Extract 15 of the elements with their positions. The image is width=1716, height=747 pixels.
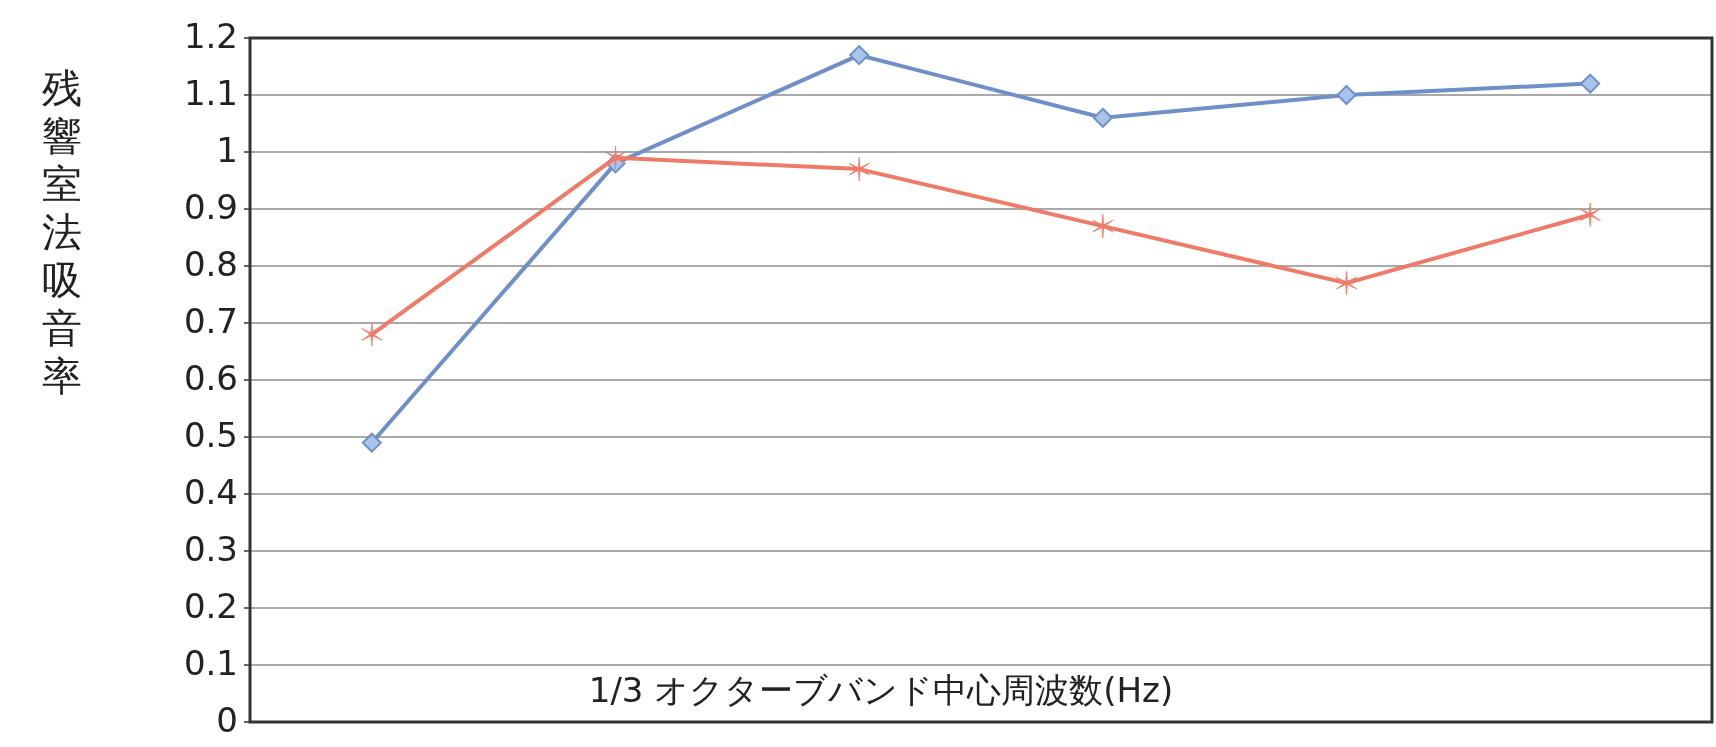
y-tick-label: 1.2 xyxy=(183,15,238,56)
y-tick-label: 0.6 xyxy=(183,357,238,398)
y-tick-label: 1 xyxy=(216,129,238,170)
y-tick-label: 0.5 xyxy=(183,414,238,455)
y-tick-label: 0.8 xyxy=(183,243,238,284)
y-tick-label: 0.1 xyxy=(183,642,238,683)
y-tick-label: 0.3 xyxy=(183,528,238,569)
y-tick-label: 0.2 xyxy=(183,585,238,626)
y-tick-label: 0.7 xyxy=(183,300,238,341)
x-axis-title: 1/3 オクターブバンド中心周波数(Hz) xyxy=(588,670,1174,710)
y-axis-title: 残響室法吸音率 xyxy=(42,65,82,399)
y-tick-label: 0.4 xyxy=(183,471,238,512)
y-tick-label: 0.9 xyxy=(183,186,238,227)
y-tick-label: 1.1 xyxy=(183,72,238,113)
y-tick-label: 0 xyxy=(216,699,238,740)
